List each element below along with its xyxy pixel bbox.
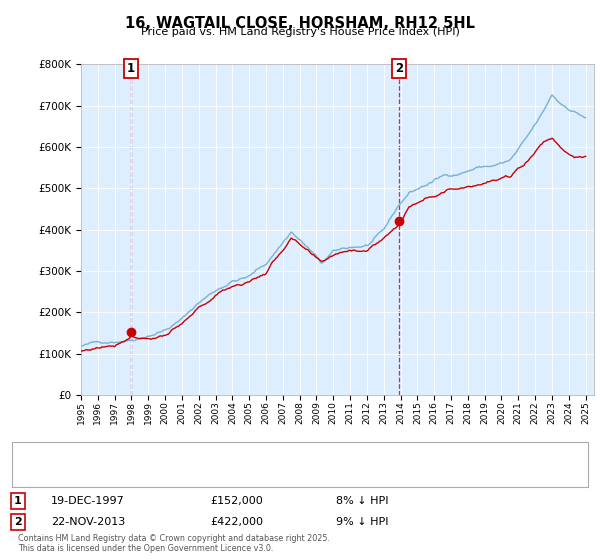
Text: 16, WAGTAIL CLOSE, HORSHAM, RH12 5HL: 16, WAGTAIL CLOSE, HORSHAM, RH12 5HL — [125, 16, 475, 31]
Text: —: — — [24, 444, 38, 458]
Text: —: — — [24, 459, 38, 473]
Text: 8% ↓ HPI: 8% ↓ HPI — [336, 496, 389, 506]
Text: £152,000: £152,000 — [210, 496, 263, 506]
Text: HPI: Average price, detached house, Horsham: HPI: Average price, detached house, Hors… — [54, 461, 283, 471]
Text: 9% ↓ HPI: 9% ↓ HPI — [336, 517, 389, 527]
Text: 2: 2 — [14, 517, 22, 527]
Text: £422,000: £422,000 — [210, 517, 263, 527]
Text: 16, WAGTAIL CLOSE, HORSHAM, RH12 5HL (detached house): 16, WAGTAIL CLOSE, HORSHAM, RH12 5HL (de… — [54, 446, 357, 456]
Text: Contains HM Land Registry data © Crown copyright and database right 2025.
This d: Contains HM Land Registry data © Crown c… — [18, 534, 330, 553]
Text: Price paid vs. HM Land Registry's House Price Index (HPI): Price paid vs. HM Land Registry's House … — [140, 27, 460, 37]
Text: 19-DEC-1997: 19-DEC-1997 — [51, 496, 125, 506]
Text: 2: 2 — [395, 62, 403, 75]
Text: 22-NOV-2013: 22-NOV-2013 — [51, 517, 125, 527]
Text: 1: 1 — [14, 496, 22, 506]
Text: 1: 1 — [127, 62, 135, 75]
